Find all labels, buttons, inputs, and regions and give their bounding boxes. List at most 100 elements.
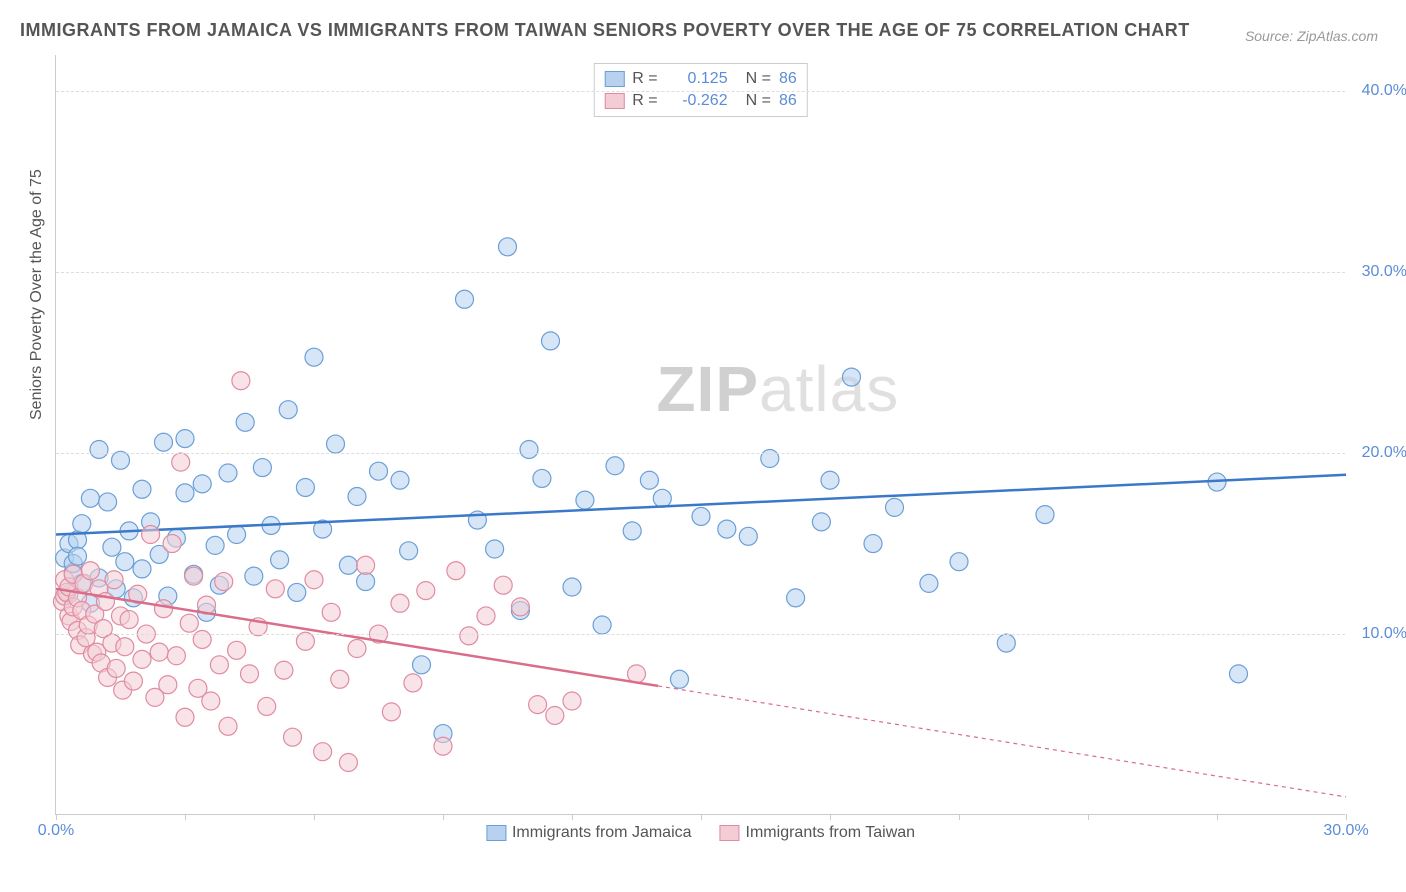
data-point: [81, 489, 99, 507]
legend-stat-row: R =0.125N =86: [604, 68, 796, 90]
x-tick: [1217, 814, 1218, 820]
trend-line-extrapolated: [658, 686, 1346, 797]
data-point: [499, 238, 517, 256]
y-axis-label: Seniors Poverty Over the Age of 75: [28, 169, 46, 420]
data-point: [228, 641, 246, 659]
data-point: [314, 743, 332, 761]
data-point: [210, 656, 228, 674]
data-point: [864, 535, 882, 553]
legend-swatch: [604, 93, 624, 109]
r-label: R =: [632, 92, 657, 110]
data-point: [640, 471, 658, 489]
data-point: [133, 560, 151, 578]
data-point: [1230, 665, 1248, 683]
n-label: N =: [746, 70, 771, 88]
data-point: [116, 638, 134, 656]
data-point: [339, 754, 357, 772]
data-point: [185, 567, 203, 585]
legend-stats: R =0.125N =86R =-0.262N =86: [593, 63, 807, 117]
data-point: [271, 551, 289, 569]
data-point: [228, 526, 246, 544]
legend-swatch: [486, 825, 506, 841]
data-point: [460, 627, 478, 645]
data-point: [296, 478, 314, 496]
data-point: [692, 507, 710, 525]
legend-swatch: [604, 71, 624, 87]
data-point: [739, 527, 757, 545]
data-point: [99, 493, 117, 511]
data-point: [447, 562, 465, 580]
data-point: [116, 553, 134, 571]
data-point: [339, 556, 357, 574]
data-point: [142, 526, 160, 544]
n-value: 86: [779, 92, 797, 110]
data-point: [253, 459, 271, 477]
source-credit: Source: ZipAtlas.com: [1245, 28, 1378, 44]
data-point: [413, 656, 431, 674]
data-point: [1036, 506, 1054, 524]
x-tick: [572, 814, 573, 820]
plot-svg: [56, 55, 1345, 814]
x-tick-label: 0.0%: [38, 822, 74, 840]
data-point: [593, 616, 611, 634]
data-point: [533, 469, 551, 487]
data-point: [155, 433, 173, 451]
data-point: [997, 634, 1015, 652]
data-point: [348, 640, 366, 658]
data-point: [219, 717, 237, 735]
x-tick: [185, 814, 186, 820]
data-point: [81, 562, 99, 580]
data-point: [404, 674, 422, 692]
data-point: [477, 607, 495, 625]
data-point: [494, 576, 512, 594]
data-point: [576, 491, 594, 509]
x-tick: [959, 814, 960, 820]
data-point: [266, 580, 284, 598]
data-point: [305, 348, 323, 366]
x-tick-label: 30.0%: [1323, 822, 1368, 840]
data-point: [241, 665, 259, 683]
data-point: [812, 513, 830, 531]
data-point: [232, 372, 250, 390]
data-point: [434, 737, 452, 755]
data-point: [73, 515, 91, 533]
data-point: [357, 573, 375, 591]
data-point: [305, 571, 323, 589]
x-tick: [1346, 814, 1347, 820]
gridline: [56, 272, 1345, 273]
y-tick-label: 30.0%: [1362, 263, 1406, 281]
data-point: [417, 582, 435, 600]
gridline: [56, 634, 1345, 635]
data-point: [391, 471, 409, 489]
data-point: [69, 547, 87, 565]
x-tick: [701, 814, 702, 820]
data-point: [382, 703, 400, 721]
data-point: [176, 708, 194, 726]
data-point: [520, 440, 538, 458]
data-point: [671, 670, 689, 688]
data-point: [843, 368, 861, 386]
data-point: [176, 484, 194, 502]
x-tick: [314, 814, 315, 820]
data-point: [215, 573, 233, 591]
gridline: [56, 453, 1345, 454]
data-point: [176, 430, 194, 448]
data-point: [486, 540, 504, 558]
data-point: [542, 332, 560, 350]
data-point: [327, 435, 345, 453]
x-tick: [830, 814, 831, 820]
data-point: [202, 692, 220, 710]
data-point: [511, 598, 529, 616]
data-point: [236, 413, 254, 431]
data-point: [258, 697, 276, 715]
gridline: [56, 91, 1345, 92]
data-point: [90, 440, 108, 458]
n-label: N =: [746, 92, 771, 110]
data-point: [456, 290, 474, 308]
legend-swatch: [720, 825, 740, 841]
data-point: [348, 488, 366, 506]
data-point: [886, 498, 904, 516]
r-value: -0.262: [666, 92, 728, 110]
data-point: [172, 453, 190, 471]
n-value: 86: [779, 70, 797, 88]
